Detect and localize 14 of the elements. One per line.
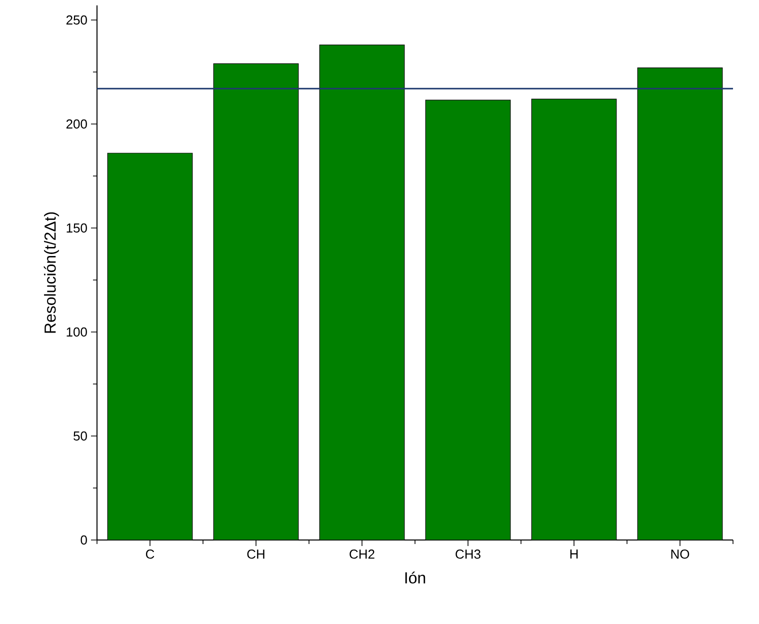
y-tick-label: 50 xyxy=(74,431,87,441)
x-tick-label: H xyxy=(570,550,578,558)
x-tick-label: C xyxy=(146,550,154,559)
x-tick-label: CH2 xyxy=(350,550,374,559)
x-tick-label: CH3 xyxy=(456,550,480,559)
x-tick-label: NO xyxy=(671,550,690,559)
x-tick-label: CH xyxy=(247,550,264,559)
x-axis-title: Ión xyxy=(405,572,426,584)
y-tick-label: 100 xyxy=(66,327,87,337)
y-tick-label: 0 xyxy=(80,535,87,545)
y-axis-title: Resolución(t/2Δt) xyxy=(44,212,59,333)
y-tick-label: 150 xyxy=(66,223,87,233)
y-tick-label: 200 xyxy=(66,119,87,129)
y-tick-label: 250 xyxy=(66,15,87,25)
